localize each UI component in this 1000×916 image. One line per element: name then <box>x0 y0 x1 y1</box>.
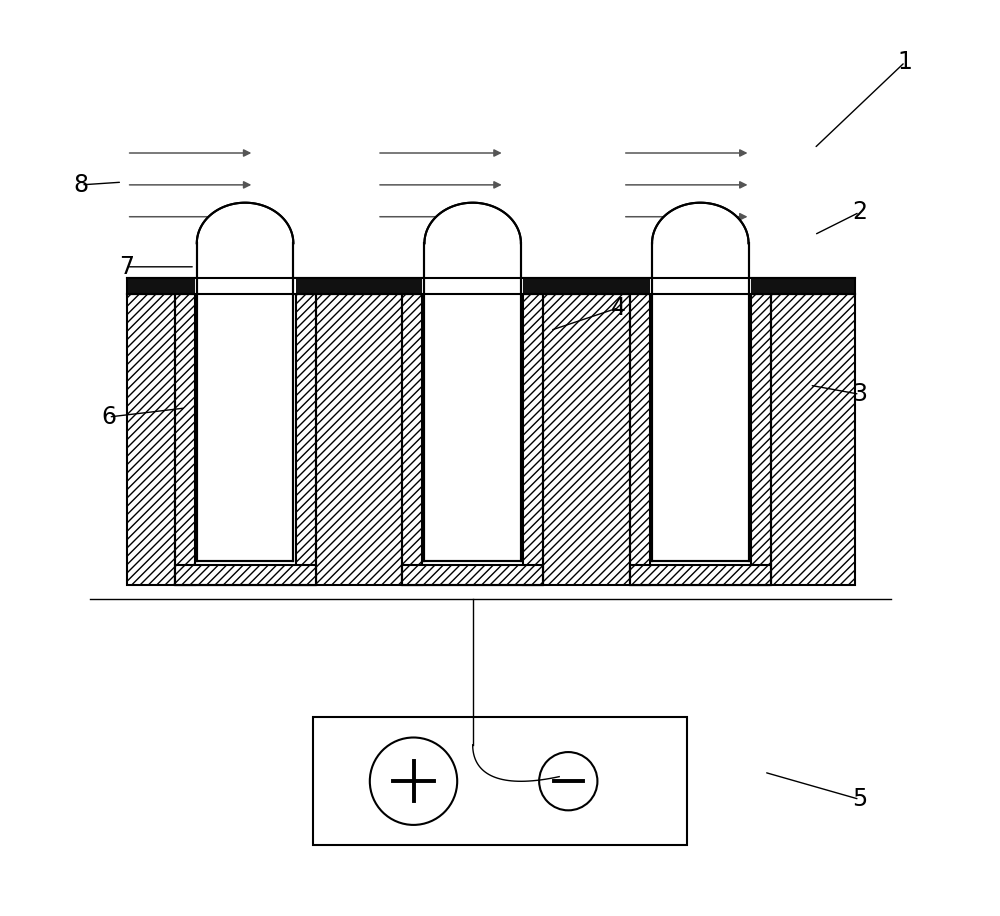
Text: 1: 1 <box>898 50 913 74</box>
Polygon shape <box>175 565 316 585</box>
Polygon shape <box>402 294 543 585</box>
Polygon shape <box>630 565 771 585</box>
Polygon shape <box>197 202 293 561</box>
Text: 6: 6 <box>101 405 116 429</box>
Polygon shape <box>751 294 771 585</box>
Text: 7: 7 <box>119 255 134 278</box>
Text: 5: 5 <box>852 788 867 812</box>
Text: 3: 3 <box>852 382 867 407</box>
Text: 4: 4 <box>611 296 626 320</box>
Polygon shape <box>313 717 687 845</box>
Polygon shape <box>630 294 771 585</box>
Polygon shape <box>523 294 543 585</box>
Polygon shape <box>296 294 316 585</box>
Polygon shape <box>422 278 523 294</box>
Polygon shape <box>402 565 543 585</box>
Polygon shape <box>630 294 650 585</box>
Polygon shape <box>127 278 855 294</box>
Polygon shape <box>402 294 422 585</box>
Polygon shape <box>424 202 521 561</box>
Polygon shape <box>652 202 749 561</box>
Polygon shape <box>650 278 751 294</box>
Text: 8: 8 <box>74 173 89 197</box>
Polygon shape <box>195 278 296 294</box>
Polygon shape <box>175 294 316 585</box>
Polygon shape <box>175 294 195 585</box>
Polygon shape <box>127 294 855 585</box>
Text: 2: 2 <box>852 201 867 224</box>
